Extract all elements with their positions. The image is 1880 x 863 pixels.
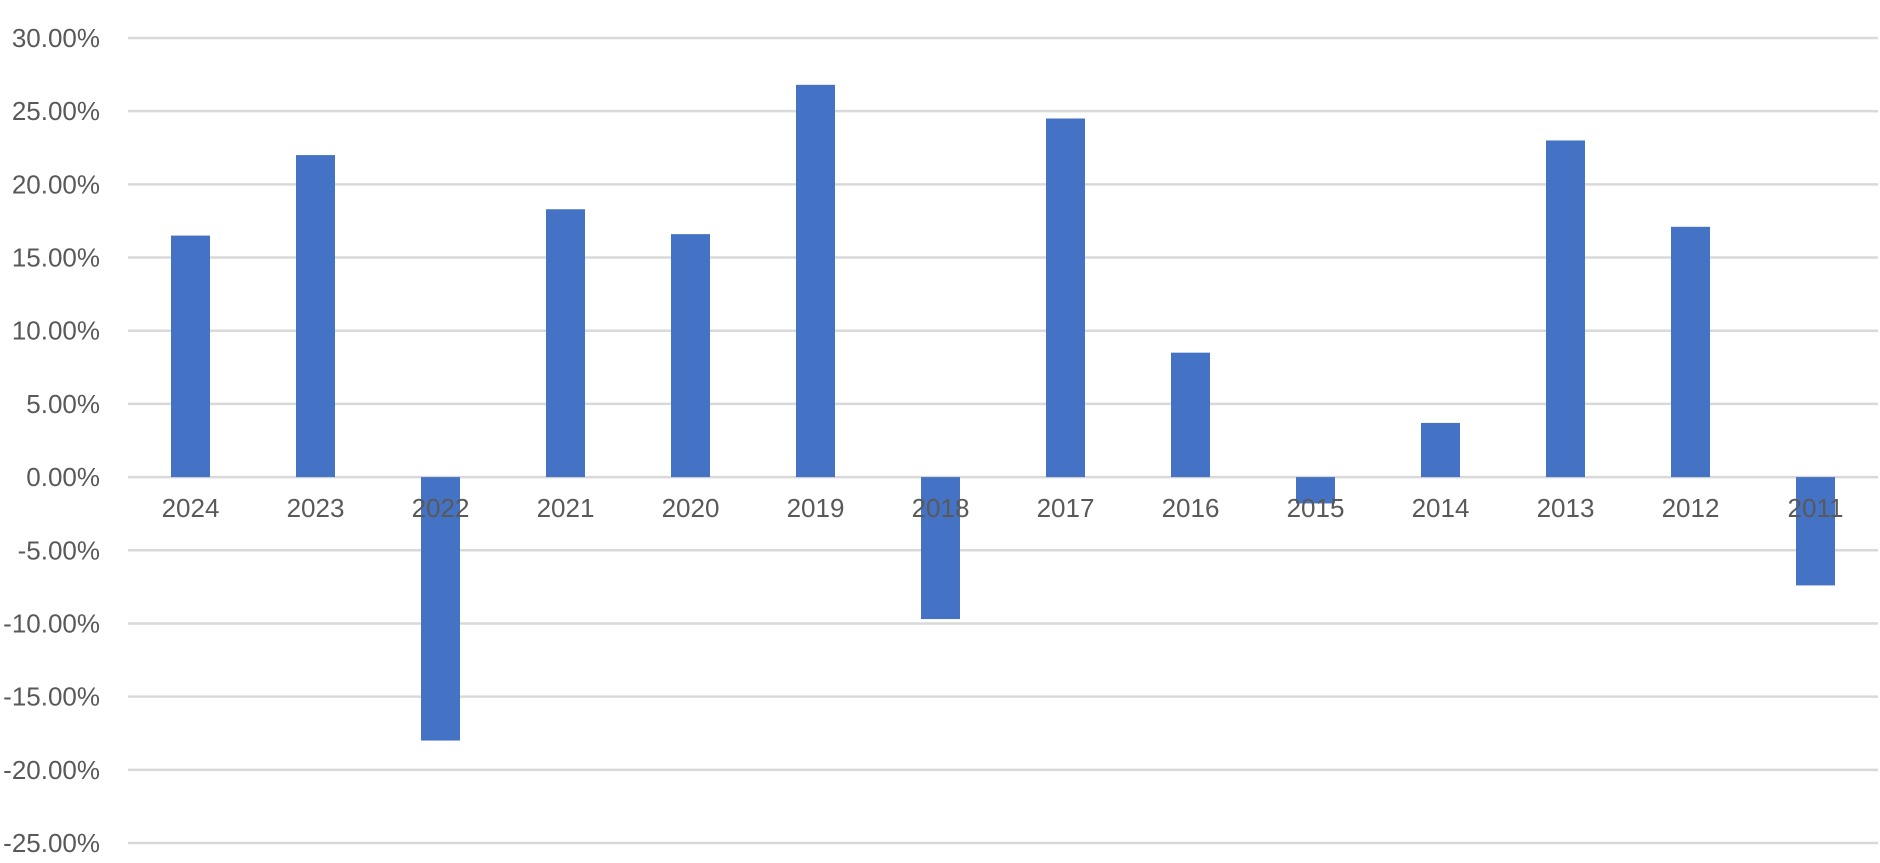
x-tick-label: 2014 <box>1412 493 1470 523</box>
x-tick-label: 2022 <box>412 493 470 523</box>
y-tick-label: 0.00% <box>26 462 100 492</box>
x-tick-label: 2013 <box>1537 493 1595 523</box>
y-tick-label: 25.00% <box>12 96 100 126</box>
x-tick-label: 2011 <box>1788 493 1844 523</box>
x-tick-label: 2021 <box>537 493 595 523</box>
bar-2023 <box>296 155 335 478</box>
x-tick-label: 2019 <box>787 493 845 523</box>
bar-2011 <box>1796 477 1835 586</box>
x-tick-label: 2020 <box>662 493 720 523</box>
x-tick-label: 2023 <box>287 493 345 523</box>
bar-2020 <box>671 234 710 478</box>
y-tick-label: 20.00% <box>12 169 100 199</box>
x-axis-tick-labels: 2024 2023 2022 2021 2020 2019 2018 2017 2016 2015… <box>162 493 1844 523</box>
bar-2022 <box>421 477 460 741</box>
y-tick-label: -10.00% <box>3 608 100 638</box>
bar-2019 <box>796 84 835 478</box>
x-tick-label: 2012 <box>1662 493 1720 523</box>
y-tick-label: 30.00% <box>12 23 100 53</box>
y-tick-label: 10.00% <box>12 316 100 346</box>
x-tick-label: 2016 <box>1162 493 1220 523</box>
y-tick-label: -25.00% <box>3 828 100 858</box>
y-tick-label: 15.00% <box>12 243 100 273</box>
gridlines <box>128 36 1878 845</box>
bars <box>171 84 1835 741</box>
y-tick-label: -15.00% <box>3 682 100 712</box>
y-tick-label: 5.00% <box>26 389 100 419</box>
bar-2013 <box>1546 140 1585 478</box>
y-axis-tick-labels: 30.00% 25.00% 20.00% 15.00% 10.00% 5.00% 0.00%… <box>3 23 100 858</box>
bar-2016 <box>1171 352 1210 478</box>
bar-2021 <box>546 209 585 478</box>
x-tick-label: 2015 <box>1287 493 1345 523</box>
x-tick-label: 2018 <box>912 493 970 523</box>
x-tick-label: 2017 <box>1037 493 1095 523</box>
bar-2014 <box>1421 422 1460 478</box>
x-tick-label: 2024 <box>162 493 220 523</box>
y-tick-label: -20.00% <box>3 755 100 785</box>
bar-2012 <box>1671 226 1710 478</box>
bar-2018 <box>921 477 960 620</box>
bar-2017 <box>1046 118 1085 478</box>
y-tick-label: -5.00% <box>18 535 100 565</box>
bar-2024 <box>171 235 210 478</box>
bar-2015 <box>1296 477 1335 504</box>
